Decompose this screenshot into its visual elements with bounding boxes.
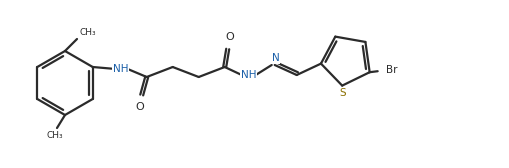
Text: S: S xyxy=(338,88,345,98)
Text: NH: NH xyxy=(112,64,128,74)
Text: CH₃: CH₃ xyxy=(47,131,63,140)
Text: Br: Br xyxy=(385,65,397,75)
Text: CH₃: CH₃ xyxy=(80,28,96,37)
Text: O: O xyxy=(225,32,234,42)
Text: O: O xyxy=(135,102,144,112)
Text: N: N xyxy=(271,53,279,63)
Text: NH: NH xyxy=(240,70,256,80)
